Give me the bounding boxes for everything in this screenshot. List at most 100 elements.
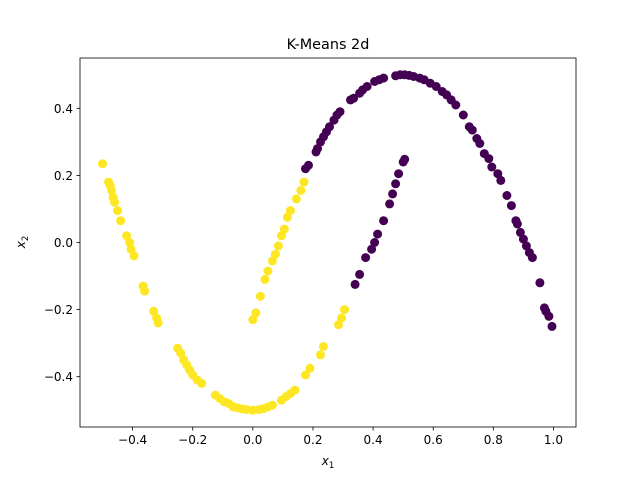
y-tick-label: 0.0: [54, 236, 73, 250]
cluster-1-point-0: [98, 159, 107, 169]
x-tick-label: 1.0: [544, 433, 563, 447]
cluster-0-point-12: [349, 93, 359, 103]
cluster-0-point-39: [487, 162, 497, 172]
cluster-1-point-55: [270, 249, 280, 259]
cluster-1-point-45: [319, 342, 328, 351]
x-axis-ticks: −0.4 −0.2 0.0 0.2 0.4 0.6 0.8 1.0: [118, 427, 563, 447]
cluster-1-point-61: [291, 194, 301, 204]
x-tick-label: −0.4: [118, 433, 147, 447]
cluster-1-point-8: [122, 231, 132, 241]
y-axis-label-main: x: [14, 240, 28, 249]
cluster-0-point-32: [458, 110, 468, 120]
x-tick-label: −0.2: [178, 433, 207, 447]
cluster-0-point-50: [527, 253, 537, 263]
cluster-0-point-64: [388, 189, 398, 199]
cluster-1-point-51: [255, 291, 265, 301]
cluster-1-point-16: [153, 318, 163, 328]
cluster-1-point-59: [282, 212, 292, 222]
y-tick-label: −0.4: [44, 370, 73, 384]
cluster-0-point-40: [493, 169, 503, 179]
cluster-0-point-42: [502, 191, 512, 200]
cluster-0-point-61: [373, 229, 383, 239]
cluster-0-point-59: [367, 244, 377, 254]
cluster-1-point-13: [140, 286, 150, 296]
cluster-0-point-7: [325, 122, 334, 132]
cluster-0-point-41: [496, 175, 506, 185]
cluster-0-point-63: [385, 199, 395, 209]
cluster-1-point-47: [337, 313, 346, 323]
cluster-0-point-31: [451, 100, 461, 110]
y-tick-label: 0.2: [54, 169, 73, 183]
cluster-1-point-5: [110, 197, 120, 207]
cluster-0-point-66: [394, 169, 404, 179]
cluster-0-point-18: [379, 73, 389, 83]
cluster-1-point-18: [176, 348, 186, 358]
cluster-1-point-50: [251, 308, 261, 318]
x-tick-label: 0.8: [484, 433, 503, 447]
cluster-1-point-46: [334, 320, 343, 330]
x-axis-label-subscript: 1: [329, 461, 334, 471]
cluster-1-point-24: [197, 378, 207, 388]
cluster-0-point-46: [515, 227, 525, 237]
cluster-1-point-63: [299, 177, 309, 187]
cluster-0-point-1: [304, 160, 313, 170]
cluster-1-point-9: [125, 238, 135, 247]
cluster-1-point-42: [301, 370, 310, 380]
cluster-0-point-34: [467, 125, 477, 135]
cluster-0-point-51: [535, 278, 545, 288]
cluster-0-point-15: [362, 82, 372, 91]
cluster-0-point-56: [350, 279, 360, 289]
cluster-0-point-60: [370, 238, 380, 247]
cluster-0-point-62: [379, 216, 389, 226]
cluster-1-point-57: [276, 231, 286, 241]
cluster-1-point-3: [107, 186, 117, 195]
x-tick-label: 0.4: [364, 433, 383, 447]
cluster-1-point-14: [149, 306, 159, 316]
y-axis-label-subscript: 2: [21, 236, 31, 241]
x-tick-label: 0.0: [243, 433, 262, 447]
x-axis-label-main: x: [321, 454, 330, 468]
cluster-1-point-48: [340, 305, 349, 315]
cluster-0-point-55: [547, 321, 557, 331]
cluster-1-point-49: [248, 315, 258, 325]
y-axis-label: x2: [14, 236, 31, 250]
y-tick-label: 0.4: [54, 102, 73, 116]
cluster-0-point-54: [544, 311, 554, 321]
y-axis-ticks: −0.4 −0.2 0.0 0.2 0.4: [44, 102, 80, 384]
cluster-0-point-65: [391, 179, 401, 189]
cluster-1-point-53: [263, 266, 273, 276]
cluster-1-point-37: [267, 400, 277, 410]
cluster-1-point-58: [279, 224, 289, 234]
cluster-1-point-6: [113, 206, 123, 216]
cluster-0-point-68: [400, 154, 410, 164]
cluster-1-point-60: [285, 206, 295, 216]
cluster-1-point-41: [290, 385, 300, 395]
cluster-1-point-7: [116, 216, 126, 226]
x-axis-label: x1: [321, 454, 335, 471]
x-tick-label: 0.6: [424, 433, 443, 447]
cluster-1-point-52: [260, 274, 270, 284]
cluster-0-point-43: [506, 201, 516, 211]
cluster-1-point-54: [267, 256, 277, 266]
cluster-1-point-11: [129, 251, 139, 261]
cluster-0-point-57: [355, 269, 365, 279]
points-layer: [98, 70, 557, 415]
chart-title: K-Means 2d: [287, 37, 370, 53]
cluster-1-point-62: [296, 186, 306, 195]
cluster-1-point-56: [273, 241, 283, 251]
cluster-1-point-10: [126, 244, 136, 254]
cluster-0-point-47: [518, 234, 528, 244]
y-tick-label: −0.2: [44, 303, 73, 317]
cluster-1-point-44: [316, 350, 325, 360]
cluster-0-point-10: [335, 107, 345, 117]
cluster-0-point-27: [431, 82, 441, 91]
cluster-0-point-38: [484, 154, 494, 164]
cluster-0-point-36: [475, 139, 485, 148]
cluster-0-point-48: [521, 241, 531, 251]
x-tick-label: 0.2: [303, 433, 322, 447]
cluster-1-point-43: [305, 363, 315, 373]
cluster-0-point-3: [313, 144, 322, 154]
cluster-0-point-45: [512, 219, 522, 229]
